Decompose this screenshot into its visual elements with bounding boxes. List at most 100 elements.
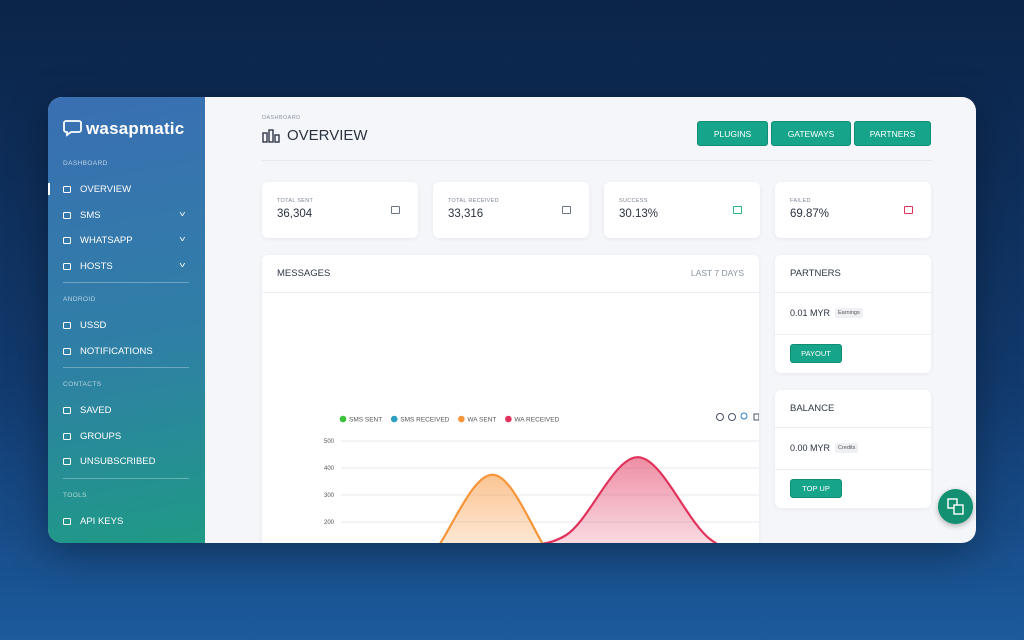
divider [775,469,931,470]
nav-item[interactable]: OVERVIEW [80,184,132,195]
legend-label: SMS RECEIVED [400,417,449,424]
section-title: CONTACTS [63,381,102,388]
brand: wasapmatic [86,119,185,138]
nav-icon [63,237,71,244]
nav-item[interactable]: SMS [80,209,101,221]
stat-card: TOTAL SENT 36,304 [262,182,418,238]
legend-swatch [339,415,347,423]
series-area [440,474,543,543]
translate-icon [947,498,964,515]
header-button[interactable]: PLUGINS [697,121,768,146]
breadcrumb: DASHBOARD [262,115,301,121]
header-button[interactable]: PARTNERS [854,121,931,146]
page-title: OVERVIEW [287,127,368,144]
nav-item[interactable]: API KEYS [80,515,124,527]
divider [775,292,931,293]
section-title: ANDROID [63,296,96,303]
nav-item[interactable]: UNSUBSCRIBED [80,456,156,467]
divider [63,282,189,283]
chevron: ˅ [179,260,186,270]
range: LAST 7 DAYS [690,268,744,278]
legend-swatch [458,415,465,423]
legend-label: WA RECEIVED [514,417,559,424]
chart: 010020030040050016 Jun17 Jun18 Jun19 Jun… [324,412,759,543]
divider [775,334,931,335]
divider [63,477,189,479]
amount: 0.00 MYR [790,443,831,453]
legend-label: WA SENT [467,417,496,424]
zoom-out[interactable] [728,413,736,421]
nav-icon [63,407,71,414]
nav-item[interactable]: WHATSAPP [80,235,133,246]
stat-value: 69.87% [790,208,830,220]
nav-icon [63,347,71,355]
series-line [541,456,718,543]
nav-icon [63,186,71,193]
nav-icon [63,458,71,465]
legend-swatch [390,415,398,423]
nav-item[interactable]: GROUPS [80,430,122,442]
divider [63,367,189,368]
active-indicator [48,183,50,195]
chevron: ˅ [179,235,186,244]
stat-value: 30.13% [619,208,659,220]
zoom[interactable] [740,412,748,420]
chevron: ˅ [179,209,186,219]
nav-item[interactable]: NOTIFICATIONS [80,345,153,357]
action-button[interactable]: PAYOUT [790,344,842,363]
sidebar: wasapmatic DASHBOARD OVERVIEW SMS ˅ WHATSAPP… [48,97,205,543]
title-icon [262,129,280,143]
series-area [546,457,716,543]
divider [775,427,931,428]
stat-value: 33,316 [448,208,484,220]
stat-card: TOTAL RECEIVED 33,316 [433,182,589,238]
nav-icon [63,432,71,440]
card-title: PARTNERS [790,268,841,279]
section-title: DASHBOARD [63,160,108,167]
card-title: MESSAGES [277,268,331,279]
nav-item[interactable]: HOSTS [80,260,113,272]
stat-icon [904,206,913,214]
stat-label: TOTAL RECEIVED [448,198,499,204]
legend-swatch [505,415,512,423]
stat-card: FAILED 69.87% [775,182,931,238]
balance-card: BALANCE 0.00 MYR Credits TOP UP [775,390,931,508]
stat-icon [733,206,742,214]
nav-icon [63,211,71,219]
stat-icon [562,206,571,214]
chart-tools [716,412,759,421]
stat-label: SUCCESS [619,198,648,204]
stat-label: FAILED [790,198,811,204]
y-tick-label: 500 [324,439,335,445]
legend-label: SMS SENT [349,417,382,424]
translate-button[interactable] [938,489,973,524]
divider [262,292,759,293]
y-tick-label: 400 [324,466,335,472]
nav-icon [63,322,71,329]
header-divider [262,160,932,161]
nav-item[interactable]: SAVED [80,405,112,416]
y-tick-label: 200 [324,520,335,526]
amount: 0.01 MYR [790,308,831,318]
zoom-in[interactable] [716,413,724,421]
tag: Credits [835,443,859,453]
tag: Earnings [835,308,863,318]
action-button[interactable]: TOP UP [790,479,842,498]
y-tick-label: 300 [324,493,335,499]
stat-card: SUCCESS 30.13% [604,182,760,238]
header-button[interactable]: GATEWAYS [771,121,851,146]
series-line [439,473,544,543]
stat-value: 36,304 [277,208,313,220]
stat-icon [391,206,400,214]
app-window: wasapmatic DASHBOARD OVERVIEW SMS ˅ WHATSAPP… [48,97,976,543]
partners-card: PARTNERS 0.01 MYR Earnings PAYOUT [775,255,931,373]
nav-icon [63,517,71,525]
section-title: TOOLS [63,491,87,499]
pan[interactable] [753,413,759,421]
card-title: BALANCE [790,403,835,414]
stat-label: TOTAL SENT [277,198,314,204]
logo-icon [63,120,82,137]
nav-icon [63,262,71,270]
nav-item[interactable]: USSD [80,320,107,331]
